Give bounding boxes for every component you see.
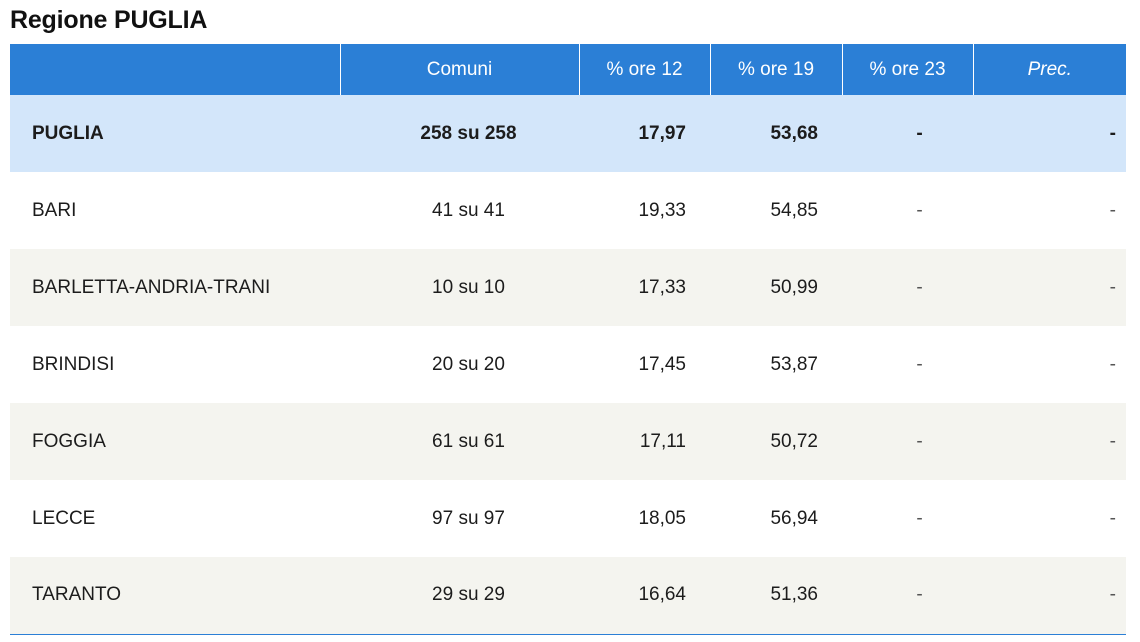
province-name: BARLETTA-ANDRIA-TRANI [32, 276, 271, 298]
province-prec: - [1109, 507, 1116, 529]
province-prec: - [1109, 199, 1116, 221]
table-header-row: Comuni % ore 12 % ore 19 % ore 23 Prec. [10, 44, 1126, 95]
header-ore-23: % ore 23 [841, 44, 973, 95]
province-ore-19: 50,99 [770, 276, 818, 298]
province-name: BRINDISI [32, 353, 115, 375]
province-ore-19: 53,87 [770, 353, 818, 375]
province-prec: - [1109, 430, 1116, 452]
province-ore-12: 17,11 [639, 430, 686, 452]
table-row: BARI 41 su 41 19,33 54,85 - - [10, 172, 1126, 249]
province-comuni: 29 su 29 [340, 557, 579, 635]
province-ore-19: 56,94 [770, 507, 818, 529]
header-prec: Prec. [972, 44, 1126, 95]
province-ore-19: 54,85 [770, 199, 818, 221]
province-ore-19: 50,72 [770, 430, 818, 452]
table-row: TARANTO 29 su 29 16,64 51,36 - - [10, 557, 1126, 635]
province-prec: - [1109, 276, 1116, 298]
province-ore-12: 16,64 [579, 557, 710, 635]
province-ore-12: 17,33 [638, 276, 686, 298]
region-comuni: 258 su 258 [420, 122, 517, 144]
province-ore-23: - [842, 557, 973, 635]
table-row: FOGGIA 61 su 61 17,11 50,72 - - [10, 403, 1126, 480]
region-ore-19: 53,68 [770, 122, 818, 144]
province-name: TARANTO [10, 557, 340, 635]
province-comuni: 97 su 97 [432, 507, 505, 529]
region-ore-23: - [916, 122, 923, 144]
province-ore-12: 19,33 [638, 199, 686, 221]
province-ore-23: - [916, 199, 923, 221]
province-comuni: 41 su 41 [432, 199, 505, 221]
province-comuni: 20 su 20 [432, 353, 505, 375]
province-comuni: 10 su 10 [432, 276, 505, 298]
page-title: Regione PUGLIA [10, 6, 208, 34]
province-ore-23: - [916, 507, 923, 529]
header-ore-19: % ore 19 [709, 44, 842, 95]
region-row: PUGLIA 258 su 258 17,97 53,68 - - [10, 95, 1126, 172]
province-ore-19: 51,36 [710, 557, 842, 635]
header-comuni: Comuni [339, 44, 579, 95]
turnout-table: Comuni % ore 12 % ore 19 % ore 23 Prec. … [10, 44, 1126, 635]
province-name: FOGGIA [32, 430, 106, 452]
region-prec: - [1109, 122, 1116, 144]
table-row: BRINDISI 20 su 20 17,45 53,87 - - [10, 326, 1126, 403]
province-name: LECCE [32, 507, 96, 529]
province-ore-23: - [916, 276, 923, 298]
province-ore-12: 17,45 [638, 353, 686, 375]
header-territory [10, 44, 340, 95]
header-ore-12: % ore 12 [578, 44, 710, 95]
province-ore-23: - [916, 353, 923, 375]
province-name: BARI [32, 199, 77, 221]
region-ore-12: 17,97 [638, 122, 686, 144]
province-prec: - [973, 557, 1126, 635]
region-name: PUGLIA [32, 122, 104, 144]
province-ore-23: - [916, 430, 923, 452]
province-ore-12: 18,05 [638, 507, 686, 529]
table-row: BARLETTA-ANDRIA-TRANI 10 su 10 17,33 50,… [10, 249, 1126, 326]
table-row: LECCE 97 su 97 18,05 56,94 - - [10, 480, 1126, 557]
province-comuni: 61 su 61 [432, 430, 505, 452]
province-prec: - [1109, 353, 1116, 375]
